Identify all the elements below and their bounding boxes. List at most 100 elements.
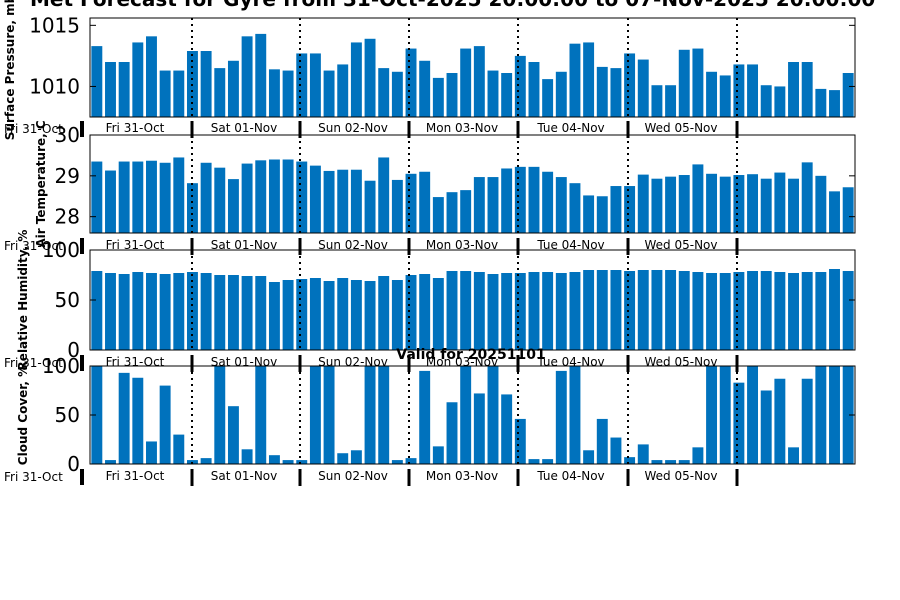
- bar: [624, 186, 636, 233]
- day-label: Tue 04-Nov: [536, 121, 604, 135]
- day-marker: [626, 469, 630, 486]
- bar: [432, 278, 444, 350]
- bar: [255, 33, 267, 117]
- day-label: Sun 02-Nov: [318, 469, 388, 483]
- day-label: Sat 01-Nov: [211, 238, 278, 252]
- bar: [473, 46, 485, 117]
- day-marker: [190, 355, 194, 372]
- y-axis-label: Air Temperature, C: [34, 120, 48, 248]
- bar: [829, 90, 840, 117]
- day-label: Wed 05-Nov: [645, 469, 718, 483]
- bar: [610, 68, 622, 117]
- day-marker: [735, 355, 739, 372]
- bar: [227, 60, 239, 117]
- bar: [132, 161, 144, 233]
- bar: [214, 68, 226, 117]
- day-label: Fri 31-Oct: [106, 469, 165, 483]
- bar: [241, 36, 253, 117]
- bar: [146, 36, 157, 117]
- bar: [610, 437, 622, 464]
- bar: [665, 460, 677, 464]
- y-tick-label: 50: [55, 288, 80, 312]
- bar: [528, 272, 540, 350]
- bar: [419, 274, 431, 350]
- bar: [350, 450, 362, 464]
- bar: [227, 275, 239, 350]
- y-tick-label: 100: [42, 354, 80, 378]
- bar: [159, 70, 171, 117]
- day-marker: [407, 238, 411, 255]
- day-marker: [735, 238, 739, 255]
- bar: [173, 273, 185, 350]
- bar: [569, 43, 581, 117]
- bar: [665, 270, 677, 350]
- day-label: Sun 02-Nov: [318, 238, 388, 252]
- bar: [610, 186, 622, 233]
- bar: [637, 174, 649, 233]
- bar: [173, 157, 185, 233]
- bar: [419, 60, 431, 117]
- bar: [337, 64, 349, 117]
- bar: [282, 70, 294, 117]
- bar: [842, 271, 854, 350]
- bar: [569, 272, 581, 350]
- day-label: Fri 31-Oct: [106, 121, 165, 135]
- bar: [501, 273, 513, 350]
- bar: [391, 460, 403, 464]
- bar: [378, 157, 390, 233]
- bar: [432, 197, 444, 233]
- y-axis-label: Surface Pressure, mb: [3, 0, 17, 140]
- bar: [118, 274, 130, 350]
- y-tick-label: 50: [55, 403, 80, 427]
- bar: [815, 366, 827, 464]
- bar: [200, 51, 212, 117]
- bar: [323, 366, 335, 464]
- bar: [460, 271, 472, 350]
- y-axis-label: Cloud Cover, %: [16, 365, 30, 465]
- bar: [651, 85, 663, 117]
- bar: [610, 270, 622, 350]
- bar: [200, 162, 212, 233]
- bar: [214, 366, 226, 464]
- bar: [733, 272, 745, 350]
- bar: [146, 273, 157, 350]
- start-date-label: Fri 31-Oct: [4, 356, 63, 370]
- bar: [842, 187, 854, 233]
- bar: [432, 446, 444, 464]
- day-marker: [516, 469, 520, 486]
- bar: [514, 418, 526, 464]
- bar: [241, 276, 253, 350]
- day-label: Sun 02-Nov: [318, 121, 388, 135]
- bar: [487, 177, 499, 233]
- day-marker: [626, 121, 630, 138]
- day-marker: [80, 355, 84, 371]
- bar: [378, 68, 390, 117]
- day-marker: [407, 121, 411, 138]
- chart-title: Met Forecast for Gyre from 31-Oct-2025 2…: [30, 0, 875, 11]
- start-date-label: Fri 31-Oct: [4, 239, 63, 253]
- start-date-label: Fri 31-Oct: [4, 122, 63, 136]
- bar: [91, 46, 103, 117]
- bar: [350, 280, 362, 350]
- bar: [829, 366, 840, 464]
- bar: [733, 382, 745, 464]
- bar: [760, 271, 772, 350]
- bar: [405, 458, 417, 464]
- bar: [747, 366, 759, 464]
- bar: [528, 62, 540, 117]
- bar: [583, 195, 595, 233]
- bar: [665, 85, 677, 117]
- bar: [378, 366, 390, 464]
- bar: [309, 278, 321, 350]
- bar: [364, 180, 376, 233]
- bar: [282, 280, 294, 350]
- bars-surface-pressure-mb: [91, 33, 854, 117]
- bar: [473, 272, 485, 350]
- bar: [432, 77, 444, 117]
- day-label: Wed 05-Nov: [645, 121, 718, 135]
- bar: [596, 66, 608, 117]
- bar: [528, 166, 540, 233]
- day-label: Sat 01-Nov: [211, 121, 278, 135]
